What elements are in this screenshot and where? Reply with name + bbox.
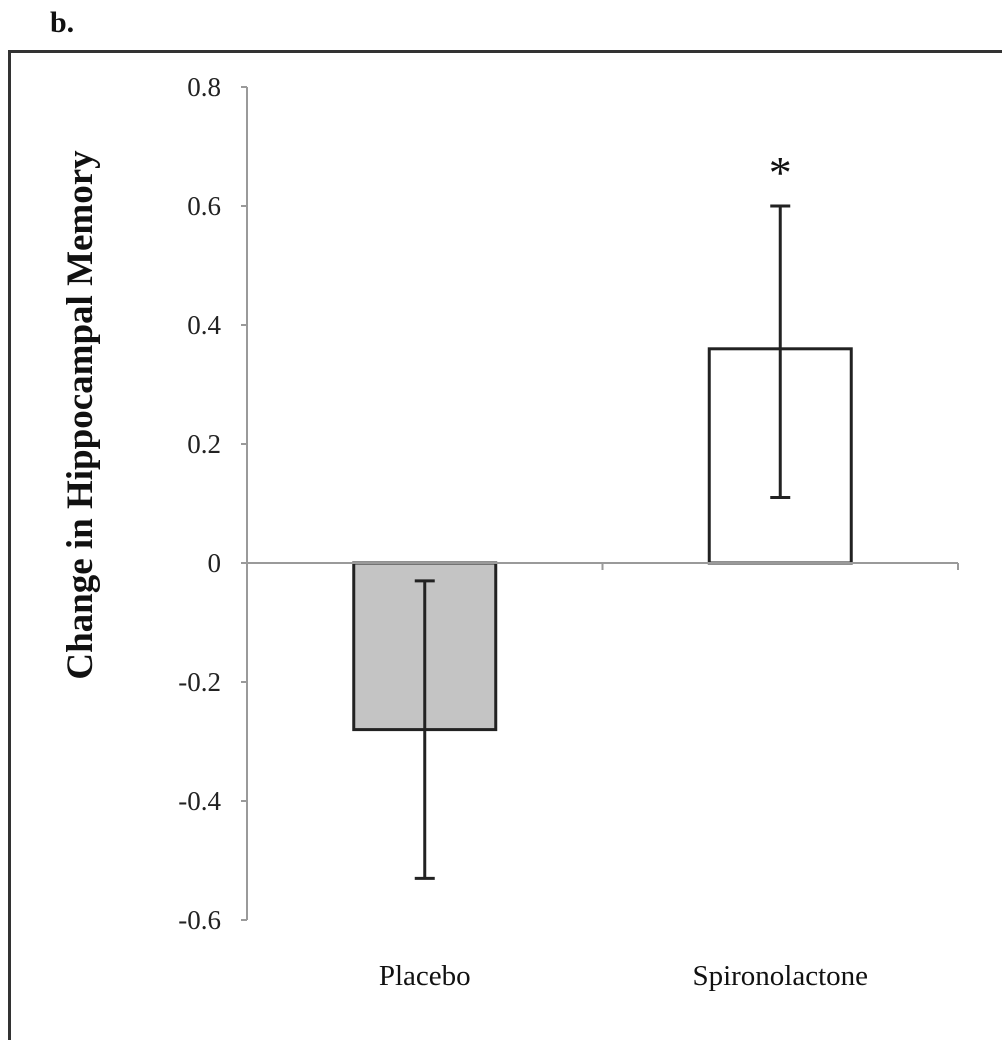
panel-label: b. — [50, 6, 75, 39]
y-tick-label: 0.4 — [187, 310, 221, 340]
y-tick-label: -0.4 — [178, 786, 221, 816]
bars: * — [352, 147, 853, 880]
y-tick-label: 0.8 — [187, 72, 221, 102]
y-tick-label: 0 — [208, 548, 222, 578]
x-category-label: Placebo — [379, 960, 471, 992]
y-tick-label: -0.6 — [178, 905, 221, 935]
y-tick-label: -0.2 — [178, 667, 221, 697]
chart-frame — [8, 50, 1002, 1040]
y-axis-label: Change in Hippocampal Memory — [60, 150, 101, 680]
y-tick-label: 0.2 — [187, 429, 221, 459]
x-axis: Placebo Spironolactone — [246, 562, 959, 992]
y-tick-label: 0.6 — [187, 191, 221, 221]
significance-marker: * — [769, 147, 792, 198]
x-category-label: Spironolactone — [692, 960, 868, 992]
y-axis: 0.8 0.6 0.4 0.2 0 -0.2 -0.4 -0.6 — [178, 72, 248, 935]
